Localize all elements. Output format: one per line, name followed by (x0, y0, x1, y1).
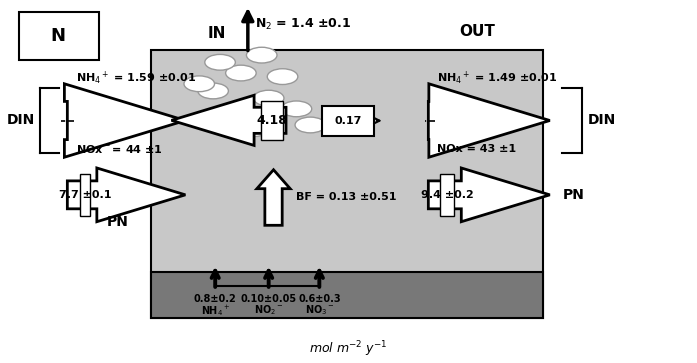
Text: DIN: DIN (7, 113, 35, 127)
FancyBboxPatch shape (261, 101, 282, 140)
Text: NO$_2$$^-$: NO$_2$$^-$ (254, 303, 284, 317)
Text: 0.6±0.3: 0.6±0.3 (298, 294, 341, 305)
Polygon shape (68, 168, 185, 222)
Polygon shape (429, 168, 550, 222)
FancyBboxPatch shape (440, 175, 454, 216)
Text: NH$_4$$^+$: NH$_4$$^+$ (201, 303, 230, 318)
Circle shape (247, 47, 277, 63)
Text: 0.10±0.05: 0.10±0.05 (240, 294, 297, 305)
Circle shape (240, 121, 270, 136)
Text: NOx$^-$= 44 ±1: NOx$^-$= 44 ±1 (77, 143, 163, 155)
Text: NH$_4$$^+$ = 1.49 ±0.01: NH$_4$$^+$ = 1.49 ±0.01 (437, 70, 558, 87)
Text: NOx = 43 ±1: NOx = 43 ±1 (437, 144, 516, 154)
Polygon shape (171, 95, 286, 146)
Text: 0.17: 0.17 (335, 116, 362, 126)
Polygon shape (429, 84, 550, 157)
FancyBboxPatch shape (151, 272, 543, 318)
Circle shape (184, 76, 215, 92)
Text: NO$_3$$^-$: NO$_3$$^-$ (305, 303, 334, 317)
Circle shape (198, 83, 229, 99)
FancyBboxPatch shape (151, 50, 543, 318)
Text: 7.7 ±0.1: 7.7 ±0.1 (59, 190, 111, 200)
Text: OUT: OUT (459, 24, 495, 39)
Text: N: N (51, 27, 66, 45)
Text: DIN: DIN (588, 113, 616, 127)
Text: 0.8±0.2: 0.8±0.2 (194, 294, 236, 305)
Text: PN: PN (562, 188, 584, 202)
FancyBboxPatch shape (322, 106, 374, 136)
Polygon shape (257, 170, 290, 225)
Circle shape (226, 65, 256, 81)
Text: N$_2$ = 1.4 ±0.1: N$_2$ = 1.4 ±0.1 (255, 17, 351, 32)
Text: mol m$^{-2}$ y$^{-1}$: mol m$^{-2}$ y$^{-1}$ (309, 340, 388, 359)
FancyBboxPatch shape (19, 12, 98, 61)
Text: 9.4 ±0.2: 9.4 ±0.2 (421, 190, 474, 200)
Circle shape (281, 101, 312, 117)
Text: NH$_4$$^+$ = 1.59 ±0.01: NH$_4$$^+$ = 1.59 ±0.01 (77, 70, 197, 87)
Circle shape (295, 117, 325, 133)
FancyBboxPatch shape (80, 175, 90, 216)
Circle shape (267, 69, 298, 85)
Circle shape (205, 54, 236, 70)
Text: PN: PN (107, 215, 129, 229)
Circle shape (254, 90, 284, 106)
Text: IN: IN (208, 26, 226, 41)
Polygon shape (64, 84, 185, 157)
Circle shape (212, 106, 243, 122)
Text: 4.18: 4.18 (256, 114, 287, 127)
Text: BF = 0.13 ±0.51: BF = 0.13 ±0.51 (296, 192, 397, 201)
